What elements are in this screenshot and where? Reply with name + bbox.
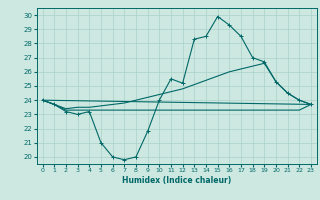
X-axis label: Humidex (Indice chaleur): Humidex (Indice chaleur)	[122, 176, 231, 185]
